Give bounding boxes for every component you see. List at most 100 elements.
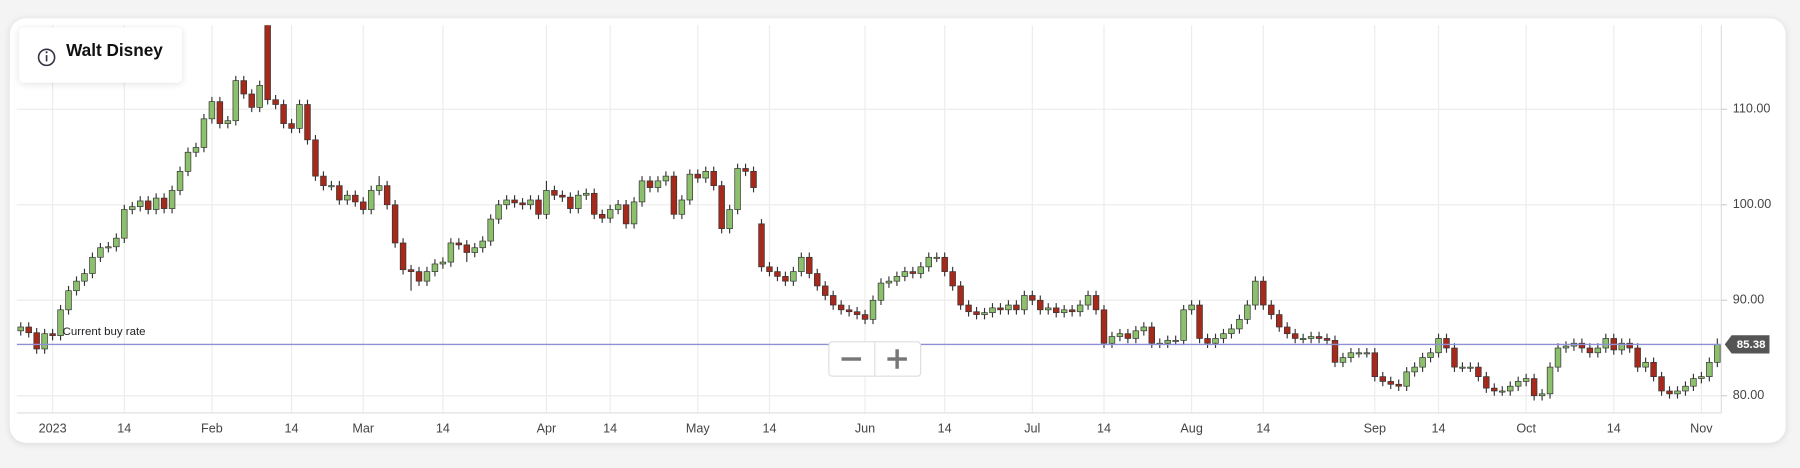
- candle-body: [1690, 378, 1697, 387]
- candle-body: [1562, 345, 1570, 349]
- candle-body: [1530, 378, 1538, 397]
- candle-body: [1451, 347, 1458, 368]
- x-tick-label: May: [686, 421, 711, 435]
- candle-body: [1706, 361, 1713, 377]
- candle-body: [559, 194, 566, 198]
- candle-body: [1212, 338, 1219, 344]
- price-tag-label: 85.38: [1737, 339, 1766, 351]
- candle-body: [320, 175, 327, 187]
- candle-body: [1084, 295, 1092, 306]
- candle-body: [646, 180, 654, 188]
- candle-body: [431, 263, 439, 272]
- candle-body: [511, 199, 518, 204]
- candle-body: [296, 104, 303, 129]
- info-icon[interactable]: [37, 48, 56, 67]
- candle-body: [630, 201, 638, 225]
- candle-body: [264, 25, 271, 101]
- candle-body: [1355, 352, 1363, 355]
- candle-body: [957, 285, 964, 306]
- candle-body: [670, 175, 678, 215]
- candle-body: [232, 80, 240, 122]
- candle-body: [551, 190, 558, 196]
- candle-body: [662, 175, 670, 182]
- candle-body: [1594, 347, 1602, 354]
- candle-body: [1204, 338, 1211, 344]
- candle-body: [1658, 376, 1665, 392]
- candle-body: [519, 202, 526, 206]
- candle-body: [137, 200, 144, 208]
- x-tick-label: 14: [603, 421, 617, 435]
- candle-body: [304, 104, 311, 141]
- candle-body: [73, 280, 80, 292]
- candle-body: [49, 333, 56, 336]
- candle-body: [1037, 299, 1044, 311]
- candle-body: [981, 312, 988, 315]
- candle-body: [280, 104, 287, 124]
- candle-body: [1180, 309, 1187, 341]
- candle-body: [614, 204, 622, 210]
- candle-body: [1029, 295, 1036, 301]
- candle-body: [1005, 304, 1012, 311]
- x-tick-label: 14: [436, 421, 450, 435]
- candle-body: [1586, 347, 1594, 354]
- candle-body: [1228, 328, 1235, 335]
- candle-body: [567, 196, 574, 209]
- candle-body: [1100, 309, 1108, 344]
- candle-body: [606, 209, 614, 219]
- candle-body: [1260, 280, 1267, 306]
- candle-body: [758, 223, 765, 268]
- x-tick-label: Jun: [855, 421, 875, 435]
- candle-body: [1013, 304, 1020, 311]
- candle-body: [1499, 390, 1506, 393]
- candle-body: [718, 185, 725, 229]
- candle-body: [1339, 357, 1347, 363]
- candle-body: [399, 242, 407, 271]
- candle-body: [81, 273, 88, 282]
- candle-body: [909, 271, 917, 274]
- candle-body: [1196, 304, 1203, 339]
- candle-body: [726, 209, 733, 229]
- candle-body: [893, 276, 901, 282]
- candle-body: [312, 139, 319, 177]
- candle-body: [1626, 342, 1633, 349]
- candle-body: [941, 256, 948, 272]
- candle-body: [1108, 336, 1116, 344]
- candle-body: [487, 218, 494, 242]
- candle-body: [407, 269, 415, 272]
- candle-body: [750, 170, 757, 188]
- candle-body: [1331, 340, 1339, 363]
- candle-body: [240, 80, 247, 95]
- candle-body: [1116, 333, 1124, 337]
- zoom-in[interactable]: [887, 349, 907, 369]
- candle-body: [694, 173, 701, 179]
- candle-body: [113, 237, 120, 248]
- candle-body: [344, 194, 351, 201]
- candle-body: [1347, 352, 1355, 358]
- candle-body: [367, 190, 375, 210]
- candle-body: [25, 326, 32, 334]
- candle-body: [1554, 347, 1562, 368]
- candle-body: [248, 93, 255, 108]
- candle-body: [869, 299, 877, 320]
- candle-body: [503, 199, 510, 206]
- candle-body: [105, 246, 112, 249]
- candle-body: [822, 285, 829, 296]
- candle-body: [861, 314, 869, 320]
- candle-body: [121, 209, 128, 239]
- candle-body: [1411, 366, 1418, 373]
- candle-body: [1443, 338, 1450, 349]
- candle-body: [1483, 376, 1490, 389]
- candle-body: [33, 332, 40, 350]
- y-tick-label: 80.00: [1733, 388, 1765, 402]
- zoom-out[interactable]: [841, 357, 862, 361]
- candle-body: [1268, 304, 1275, 315]
- candle-body: [877, 282, 885, 301]
- x-tick-label: 14: [762, 421, 776, 435]
- candle-body: [527, 199, 534, 206]
- x-tick-label: Nov: [1690, 421, 1713, 435]
- candle-body: [1021, 295, 1028, 311]
- candle-body: [184, 151, 192, 172]
- candle-body: [1371, 352, 1379, 377]
- candle-body: [1188, 304, 1195, 311]
- candle-body: [1618, 342, 1625, 351]
